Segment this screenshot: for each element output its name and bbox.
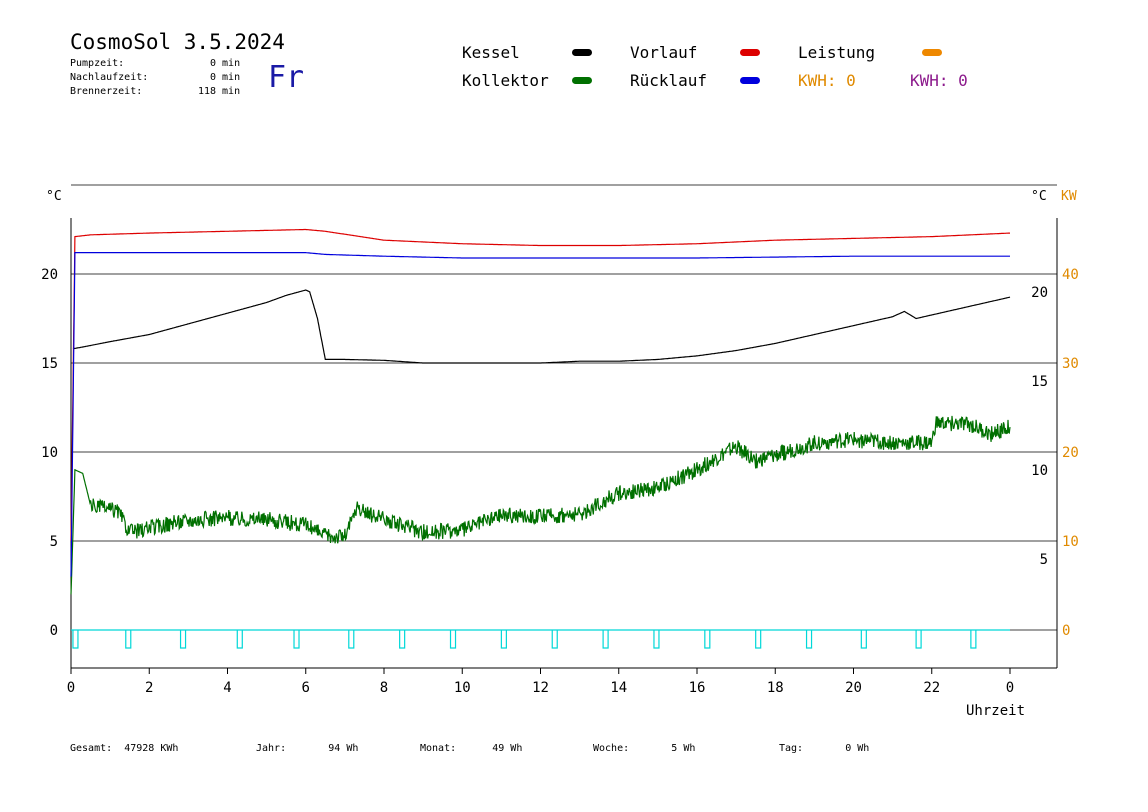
pump-series bbox=[71, 629, 1010, 649]
ruecklauf-line bbox=[70, 252, 1010, 577]
legend-kessel-swatch bbox=[572, 49, 592, 56]
y-right-kw-unit: KW bbox=[1061, 189, 1077, 204]
legend-kollektor-label: Kollektor bbox=[462, 71, 549, 90]
footer-monat: Monat: 49 Wh bbox=[420, 743, 523, 754]
x-tick-label: 2 bbox=[145, 680, 153, 696]
axis-ticks: 0 5 10 15 20 5 10 15 20 0 10 20 30 40 0 2 4 6 8 10 12 14 16 18 2… bbox=[41, 267, 1079, 696]
pump-pulse bbox=[653, 630, 660, 649]
y-right-kw-tick-label: 20 bbox=[1062, 445, 1079, 461]
kwh-purple-label: KWH: 0 bbox=[910, 71, 968, 90]
y-left-tick-label: 15 bbox=[41, 356, 58, 372]
x-tick-label: 10 bbox=[454, 680, 471, 696]
pump-pulse bbox=[125, 630, 132, 649]
series-lines bbox=[70, 228, 1011, 595]
pump-pulse bbox=[551, 630, 558, 649]
temperature-chart: °C °C KW Uhrzeit 05101520510152001020304… bbox=[41, 184, 1079, 719]
pump-pulse bbox=[970, 630, 977, 649]
vorlauf-line bbox=[70, 228, 1010, 542]
weekday-label: Fr bbox=[268, 60, 305, 95]
legend-vorlauf-label: Vorlauf bbox=[630, 43, 698, 62]
legend-leistung-label: Leistung bbox=[798, 43, 876, 62]
y-right-kw-tick-label: 10 bbox=[1062, 534, 1079, 550]
pump-pulse bbox=[236, 630, 243, 649]
x-tick-label: 0 bbox=[67, 680, 75, 696]
pump-pulse bbox=[179, 630, 187, 649]
y-right-unit: °C bbox=[1031, 189, 1047, 204]
y-right-temp-tick-label: 20 bbox=[1031, 285, 1048, 301]
pump-pulse bbox=[399, 630, 406, 649]
legend-ruecklauf-swatch bbox=[740, 77, 760, 84]
pump-pulse bbox=[860, 630, 867, 649]
page-title: CosmoSol 3.5.2024 bbox=[70, 30, 285, 54]
x-tick-label: 16 bbox=[689, 680, 706, 696]
pump-pulse bbox=[704, 630, 711, 649]
pump-pulse bbox=[805, 630, 813, 649]
x-tick-label: 4 bbox=[223, 680, 231, 696]
y-right-kw-tick-label: 0 bbox=[1062, 623, 1070, 639]
pump-pulse bbox=[72, 630, 79, 649]
pump-pulse bbox=[602, 630, 609, 649]
y-left-unit: °C bbox=[46, 189, 62, 204]
footer-jahr: Jahr: 94 Wh bbox=[256, 743, 359, 754]
y-left-tick-label: 5 bbox=[50, 534, 58, 550]
x-tick-label: 6 bbox=[302, 680, 310, 696]
footer-woche: Woche: 5 Wh bbox=[593, 743, 696, 754]
y-left-tick-label: 10 bbox=[41, 445, 58, 461]
stat-row-nachlaufzeit: Nachlaufzeit: 0 min bbox=[70, 72, 241, 83]
pump-pulse bbox=[915, 630, 922, 649]
pump-pulse bbox=[293, 630, 300, 649]
stat-row-pumpzeit: Pumpzeit: 0 min bbox=[70, 58, 241, 69]
pump-pulse bbox=[348, 630, 355, 649]
kessel-line bbox=[72, 289, 1011, 364]
y-right-temp-tick-label: 10 bbox=[1031, 463, 1048, 479]
x-tick-label: 8 bbox=[380, 680, 388, 696]
y-right-kw-tick-label: 40 bbox=[1062, 267, 1079, 283]
footer-tag: Tag: 0 Wh bbox=[779, 743, 870, 754]
legend-ruecklauf-label: Rücklauf bbox=[630, 71, 708, 90]
y-right-temp-tick-label: 15 bbox=[1031, 374, 1048, 390]
pump-pulse bbox=[449, 630, 457, 649]
x-tick-label: 0 bbox=[1006, 680, 1014, 696]
x-tick-label: 22 bbox=[923, 680, 940, 696]
stat-row-brennerzeit: Brennerzeit: 118 min bbox=[70, 86, 241, 97]
x-tick-label: 20 bbox=[845, 680, 862, 696]
y-left-tick-label: 0 bbox=[50, 623, 58, 639]
y-right-kw-tick-label: 30 bbox=[1062, 356, 1079, 372]
legend-leistung-swatch bbox=[922, 49, 942, 56]
kollektor-line bbox=[70, 415, 1011, 595]
pump-pulse bbox=[755, 630, 762, 649]
x-axis-label: Uhrzeit bbox=[966, 703, 1025, 719]
x-tick-label: 14 bbox=[610, 680, 627, 696]
y-left-tick-label: 20 bbox=[41, 267, 58, 283]
x-tick-label: 18 bbox=[767, 680, 784, 696]
kwh-orange-label: KWH: 0 bbox=[798, 71, 856, 90]
legend-kessel-label: Kessel bbox=[462, 43, 520, 62]
pump-pulse bbox=[500, 630, 507, 649]
y-right-temp-tick-label: 5 bbox=[1040, 552, 1048, 568]
x-tick-label: 12 bbox=[532, 680, 549, 696]
footer-gesamt: Gesamt: 47928 KWh bbox=[70, 743, 179, 754]
legend-kollektor-swatch bbox=[572, 77, 592, 84]
legend-vorlauf-swatch bbox=[740, 49, 760, 56]
